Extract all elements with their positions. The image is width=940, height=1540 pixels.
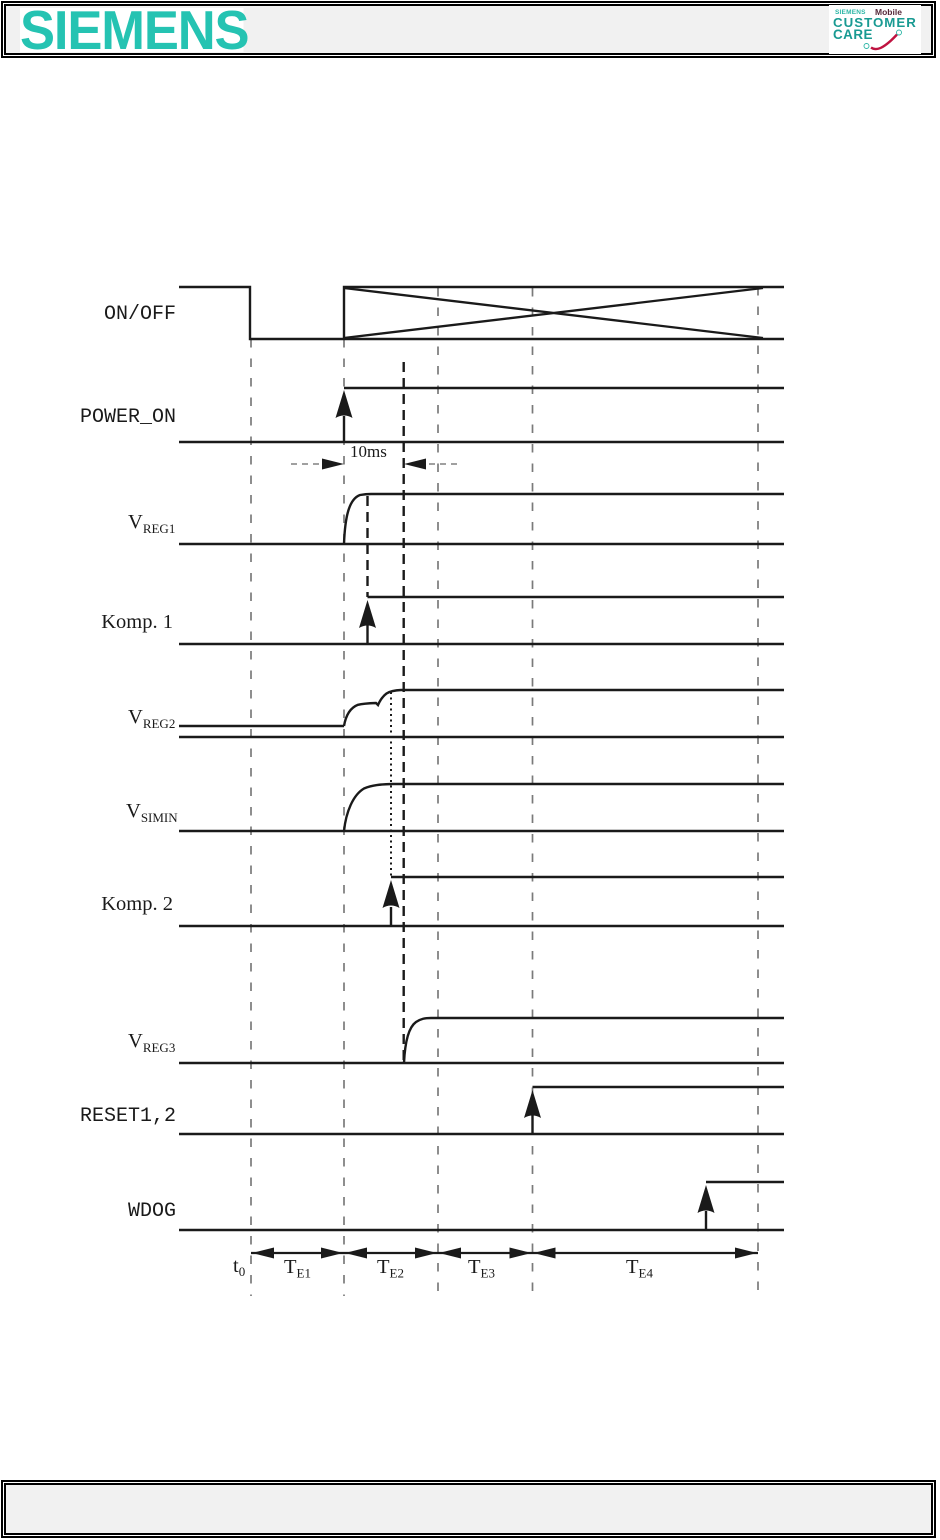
svg-text:VREG1: VREG1 [128, 511, 175, 536]
svg-text:TE2: TE2 [377, 1256, 404, 1281]
svg-text:RESET1,2: RESET1,2 [80, 1105, 176, 1128]
svg-text:WDOG: WDOG [128, 1200, 176, 1223]
svg-text:TE3: TE3 [468, 1256, 495, 1281]
svg-text:Komp. 1: Komp. 1 [101, 611, 173, 633]
svg-text:10ms: 10ms [350, 442, 387, 461]
svg-text:ON/OFF: ON/OFF [104, 303, 176, 326]
svg-text:VREG3: VREG3 [128, 1030, 175, 1055]
svg-text:POWER_ON: POWER_ON [80, 406, 176, 429]
svg-text:VSIMIN: VSIMIN [126, 800, 178, 825]
svg-text:TE4: TE4 [626, 1256, 653, 1281]
svg-text:Komp. 2: Komp. 2 [101, 893, 173, 915]
svg-text:t0: t0 [233, 1255, 245, 1279]
svg-text:TE1: TE1 [284, 1256, 311, 1281]
svg-text:VREG2: VREG2 [128, 706, 175, 731]
